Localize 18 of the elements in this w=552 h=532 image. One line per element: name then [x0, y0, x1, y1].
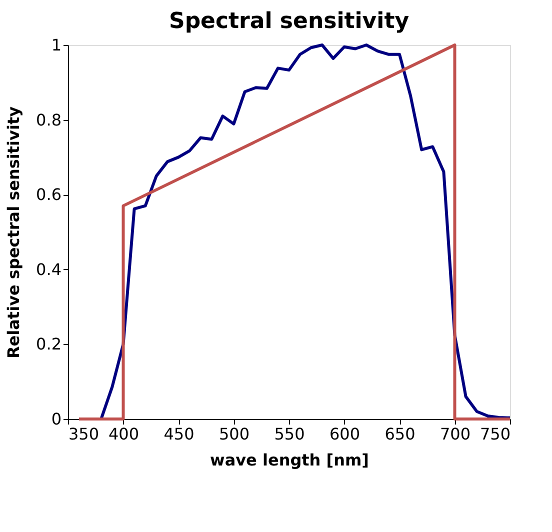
x-tick-label: 750	[480, 424, 510, 444]
y-tick-label: 0.4	[36, 260, 62, 279]
y-tick-label: 0.6	[36, 185, 62, 204]
x-tick-label: 350	[68, 424, 100, 444]
x-tick-label: 700	[440, 424, 471, 444]
x-tick-label: 500	[218, 424, 250, 444]
x-tick-label: 450	[164, 424, 194, 444]
x-tick-label: 600	[329, 424, 360, 444]
y-tick-label: 1	[51, 36, 62, 54]
y-axis-title: Relative spectral sensitivity	[4, 106, 24, 359]
x-tick-label: 650	[384, 424, 416, 444]
chart-title: Spectral sensitivity	[168, 9, 410, 34]
x-tick-label: 400	[108, 424, 140, 444]
y-tick-label: 0	[51, 410, 62, 428]
y-tick-label: 0.8	[36, 110, 62, 130]
x-axis-title: wave length [nm]	[210, 450, 369, 470]
x-tick-label: 550	[274, 424, 305, 444]
y-tick-label: 0.2	[36, 334, 62, 354]
